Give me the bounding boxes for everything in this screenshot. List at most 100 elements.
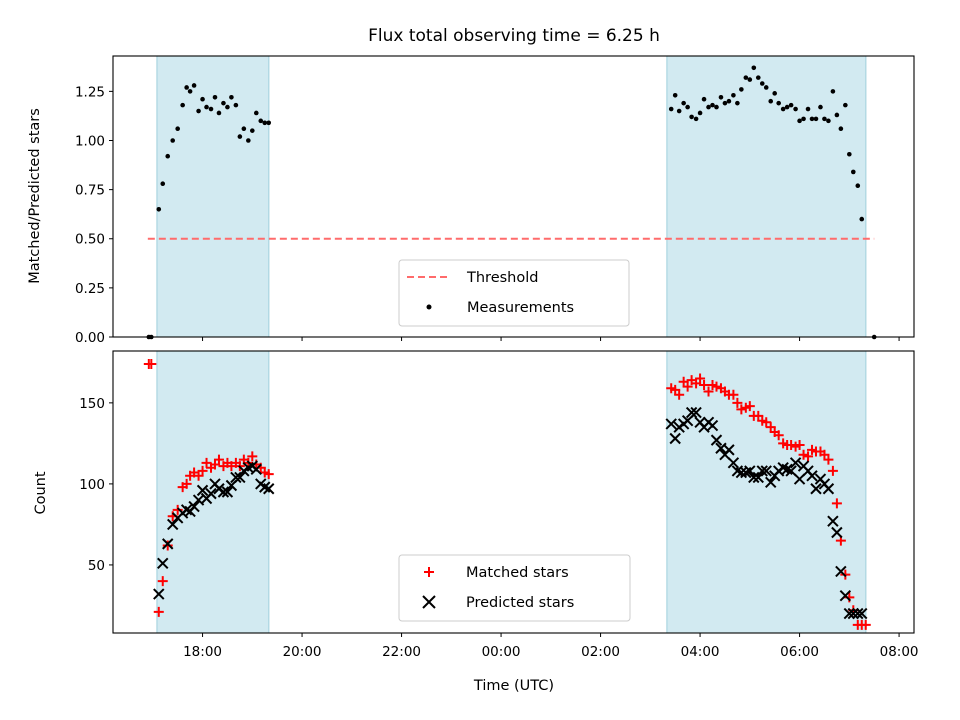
measurement-point	[851, 169, 856, 175]
measurement-point	[237, 134, 243, 139]
measurement-point	[793, 106, 798, 112]
predicted-star-point	[831, 526, 843, 539]
matched-star-point	[157, 576, 168, 587]
measurement-point	[797, 118, 802, 124]
measurement-point	[160, 181, 166, 187]
predicted-star-point	[744, 465, 756, 477]
matched-star-point	[736, 404, 747, 415]
measurement-point	[156, 206, 162, 212]
matched-star-point	[172, 504, 183, 515]
measurement-point	[801, 116, 806, 122]
measurement-point	[175, 126, 180, 132]
measurement-point	[847, 151, 852, 157]
measurement-point	[233, 102, 239, 108]
measurement-point	[805, 106, 811, 112]
measurement-point	[731, 93, 736, 98]
measurement-point	[739, 87, 744, 92]
matched-star-point	[732, 397, 743, 408]
x-tick-label: 18:00	[183, 644, 222, 660]
measurement-point	[830, 89, 836, 94]
observing-window	[156, 55, 270, 338]
legend-box	[398, 259, 630, 327]
predicted-star-point	[843, 607, 856, 620]
matched-star-point	[803, 451, 814, 462]
measurement-point	[772, 91, 777, 96]
measurement-point	[250, 128, 255, 133]
measurement-point	[780, 106, 786, 112]
predicted-star-point	[180, 504, 193, 516]
measurement-point	[672, 93, 678, 98]
ratio-panel: 0.00 0.25 0.50 0.75 1.00 1.25 Threshold Measure…	[75, 55, 915, 346]
measurement-point	[262, 120, 268, 126]
measurement-point	[200, 96, 205, 102]
x-tick-label: 00:00	[482, 644, 521, 660]
predicted-star-point	[710, 434, 723, 446]
measurement-point	[776, 100, 781, 106]
matched-star-point	[263, 469, 274, 480]
matched-star-point	[201, 457, 212, 468]
matched-star-point	[823, 454, 834, 465]
matched-star-point	[773, 430, 784, 441]
measurement-point	[826, 118, 831, 124]
matched-star-point	[695, 373, 706, 384]
predicted-star-point	[230, 471, 242, 484]
matched-star-point	[761, 417, 772, 428]
measurement-point	[747, 77, 753, 82]
measurement-point	[216, 110, 222, 116]
y-tick-label: 50	[88, 558, 105, 574]
predicted-star-point	[723, 444, 735, 456]
legend-matched-label: Matched stars	[466, 565, 569, 581]
ratio-y-axis-label: Matched/Predicted stars	[27, 108, 43, 284]
matched-star-point	[798, 449, 809, 460]
predicted-star-point	[789, 457, 802, 469]
axes-frame	[112, 350, 915, 634]
x-tick-label: 08:00	[880, 644, 919, 660]
predicted-star-point	[196, 484, 209, 497]
predicted-star-point	[806, 470, 818, 482]
axes-frame	[112, 55, 915, 338]
legend-measurement-swatch	[426, 304, 432, 310]
measurement-point	[763, 85, 769, 90]
measurement-point	[714, 104, 719, 110]
measurement-point	[212, 94, 218, 100]
y-tick-label: 0.00	[75, 330, 105, 346]
x-tick-label: 20:00	[283, 644, 322, 660]
predicted-star-point	[760, 465, 772, 477]
matched-star-point	[181, 478, 192, 489]
measurement-point	[689, 114, 694, 120]
matched-star-point	[674, 389, 685, 400]
y-tick-label: 1.00	[75, 133, 105, 149]
matched-star-point	[162, 540, 173, 551]
measurement-point	[759, 81, 765, 86]
predicted-star-point	[748, 471, 760, 484]
measurement-point	[253, 110, 259, 116]
measurement-point	[818, 104, 823, 110]
predicted-star-point	[250, 463, 262, 476]
predicted-star-point	[839, 590, 852, 602]
predicted-star-point	[752, 471, 764, 484]
x-tick-label: 06:00	[780, 644, 819, 660]
measurement-point	[838, 126, 844, 132]
measurement-point	[668, 106, 674, 112]
legend-predicted-swatch	[422, 595, 436, 609]
measurement-point	[229, 94, 234, 100]
predicted-star-point	[706, 419, 719, 432]
predicted-star-point	[685, 406, 698, 419]
measurement-point	[693, 116, 699, 122]
legend-matched-swatch	[424, 567, 434, 577]
measurement-point	[834, 112, 840, 118]
matched-star-point	[827, 465, 838, 476]
observing-window	[666, 350, 867, 634]
predicted-star-point	[852, 607, 864, 620]
measurement-point	[718, 94, 724, 100]
y-tick-label: 100	[79, 477, 105, 493]
predicted-star-point	[205, 487, 217, 500]
x-tick-label: 04:00	[681, 644, 720, 660]
legend-box	[398, 554, 631, 622]
matched-star-point	[699, 380, 710, 391]
count-y-axis-label: Count	[33, 471, 49, 514]
measurement-point	[813, 116, 819, 122]
predicted-star-point	[822, 483, 835, 495]
measurement-point	[788, 102, 794, 108]
